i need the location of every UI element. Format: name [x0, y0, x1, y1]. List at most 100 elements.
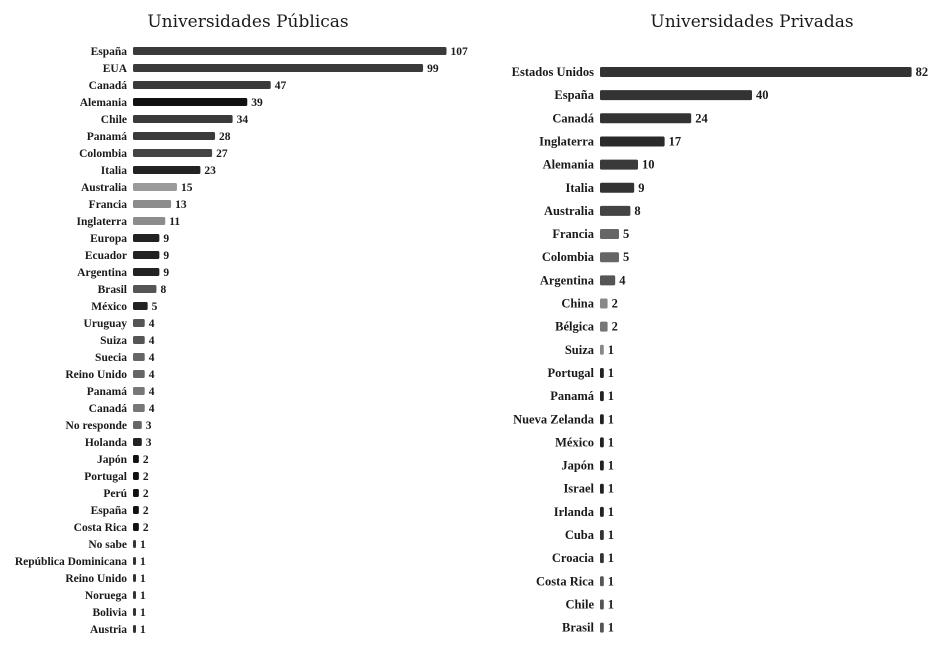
publicas-category-label: Holanda: [85, 437, 127, 449]
publicas-bar: [133, 455, 139, 463]
publicas-value-label: 4: [149, 403, 155, 415]
publicas-value-label: 13: [175, 199, 187, 211]
publicas-value-label: 23: [204, 165, 216, 177]
privadas-bar: [600, 298, 608, 309]
publicas-category-label: Uruguay: [84, 318, 128, 330]
publicas-value-label: 47: [275, 80, 287, 92]
publicas-value-label: 11: [169, 216, 180, 228]
publicas-value-label: 2: [143, 488, 149, 500]
privadas-value-label: 1: [608, 459, 614, 473]
publicas-bar: [133, 506, 139, 514]
privadas-category-label: España: [554, 88, 594, 102]
privadas-bar: [600, 391, 604, 402]
publicas-bar: [133, 149, 213, 157]
publicas-bar: [133, 608, 136, 616]
publicas-category-label: México: [91, 301, 127, 313]
privadas-value-label: 1: [608, 574, 614, 588]
privadas-value-label: 4: [619, 273, 626, 287]
privadas-bar: [600, 506, 604, 517]
publicas-value-label: 15: [181, 182, 193, 194]
privadas-category-label: Alemania: [543, 158, 595, 172]
publicas-bar: [133, 557, 136, 565]
privadas-category-label: Portugal: [547, 366, 594, 380]
privadas-bar: [600, 530, 604, 540]
publicas-value-label: 4: [149, 352, 155, 364]
publicas-category-label: No sabe: [88, 539, 127, 551]
publicas-value-label: 8: [160, 284, 166, 296]
privadas-category-label: Canadá: [552, 111, 594, 125]
privadas-bar: [600, 622, 604, 633]
publicas-category-label: Suiza: [100, 335, 127, 347]
publicas-bar: [133, 183, 177, 191]
privadas-category-label: Argentina: [540, 273, 595, 287]
publicas-value-label: 2: [143, 454, 149, 466]
privadas-category-label: Suiza: [565, 343, 595, 357]
publicas-bar: [133, 98, 248, 106]
publicas-category-label: Argentina: [77, 267, 127, 279]
privadas-value-label: 1: [608, 482, 614, 496]
privadas-bar: [600, 576, 604, 587]
publicas-bar: [133, 132, 216, 140]
publicas-value-label: 28: [219, 131, 231, 143]
publicas-bar: [133, 47, 447, 55]
publicas-bar: [133, 81, 271, 89]
publicas-category-label: Noruega: [85, 590, 127, 602]
publicas-value-label: 3: [146, 437, 152, 449]
privadas-category-label: Australia: [544, 204, 595, 218]
publicas-bar: [133, 353, 145, 361]
publicas-category-label: Costa Rica: [74, 522, 128, 534]
publicas-value-label: 4: [149, 386, 155, 398]
publicas-category-label: República Dominicana: [15, 556, 127, 568]
privadas-value-label: 1: [608, 389, 614, 403]
publicas-bar: [133, 166, 201, 174]
publicas-category-label: Panamá: [87, 131, 128, 143]
publicas-value-label: 1: [140, 573, 146, 585]
privadas-category-label: Inglaterra: [539, 134, 595, 148]
publicas-category-label: España: [91, 505, 128, 517]
publicas-value-label: 9: [163, 267, 169, 279]
privadas-value-label: 10: [642, 158, 655, 172]
privadas-value-label: 5: [623, 227, 629, 241]
publicas-value-label: 3: [146, 420, 152, 432]
privadas-bar: [600, 367, 604, 378]
publicas-category-label: Suecia: [95, 352, 127, 364]
privadas-value-label: 1: [608, 366, 614, 380]
privadas-value-label: 1: [608, 505, 614, 519]
publicas-bar: [133, 540, 136, 548]
publicas-value-label: 107: [451, 46, 469, 58]
privadas-bar: [600, 136, 665, 147]
publicas-value-label: 99: [427, 63, 439, 75]
privadas-bar: [600, 182, 635, 193]
publicas-bar: [133, 251, 160, 259]
publicas-category-label: Chile: [101, 114, 127, 126]
publicas-bar: [133, 115, 233, 123]
privadas-bar: [600, 113, 692, 124]
publicas-category-label: Bolivia: [92, 607, 127, 619]
publicas-category-label: Europa: [90, 233, 127, 245]
publicas-category-label: Brasil: [98, 284, 127, 296]
privadas-value-label: 2: [612, 320, 618, 334]
privadas-bar: [600, 460, 604, 471]
publicas-bar: [133, 387, 145, 395]
publicas-bar: [133, 489, 139, 497]
publicas-value-label: 4: [149, 318, 155, 330]
publicas-bar: [133, 370, 145, 378]
privadas-value-label: 1: [608, 412, 614, 426]
privadas-category-label: China: [561, 297, 594, 311]
chart-title-publicas: Universidades Públicas: [147, 12, 348, 32]
publicas-category-label: Ecuador: [85, 250, 127, 262]
privadas-value-label: 82: [916, 65, 929, 79]
publicas-value-label: 27: [216, 148, 228, 160]
publicas-value-label: 1: [140, 539, 146, 551]
publicas-value-label: 39: [251, 97, 263, 109]
publicas-bar: [133, 472, 139, 480]
publicas-category-label: Portugal: [84, 471, 127, 483]
privadas-bar: [600, 275, 616, 286]
publicas-bar: [133, 302, 148, 310]
privadas-value-label: 17: [669, 134, 682, 148]
publicas-value-label: 1: [140, 624, 146, 636]
privadas-category-label: México: [555, 435, 594, 449]
publicas-bar: [133, 200, 172, 208]
privadas-value-label: 1: [608, 528, 614, 542]
